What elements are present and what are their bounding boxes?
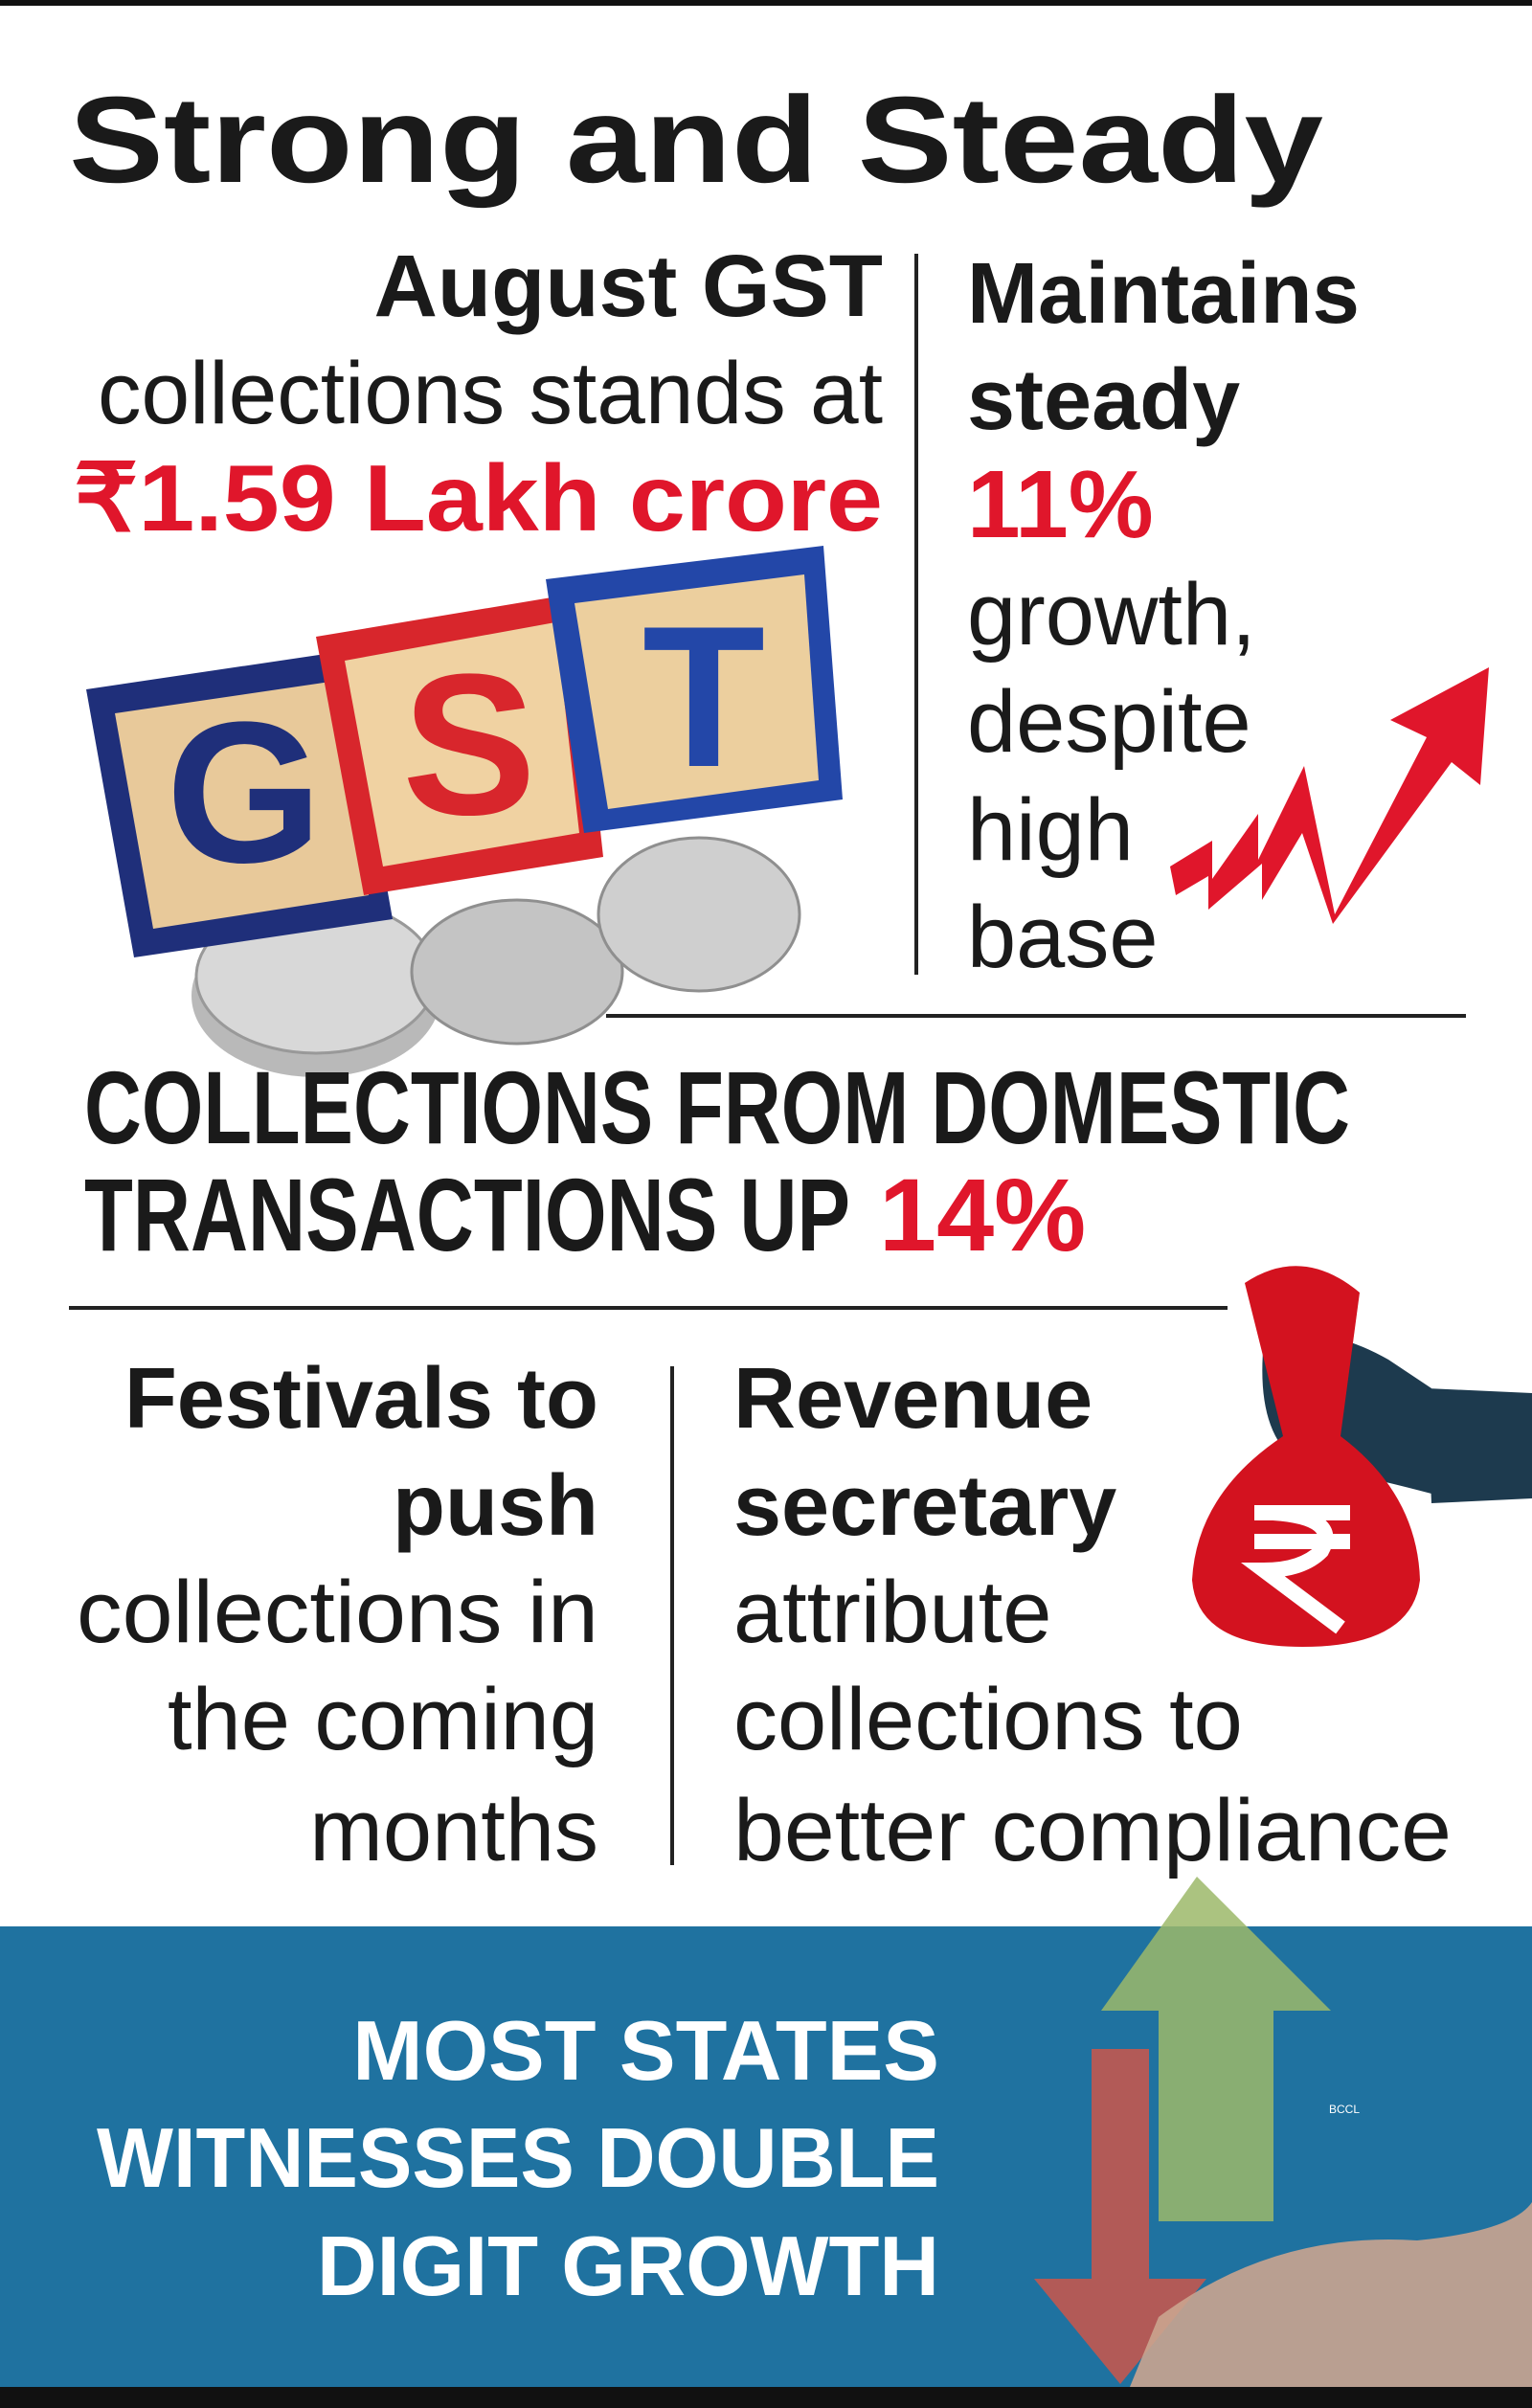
growth-line: despite — [967, 673, 1251, 771]
growth-rate: 11% — [967, 451, 1154, 558]
cube-face — [345, 622, 579, 866]
growth-line: Maintains — [967, 246, 1360, 342]
domestic-line: COLLECTIONS FROM DOMESTIC — [84, 1049, 1350, 1165]
revenue-line: attribute — [733, 1564, 1051, 1661]
cube-face — [115, 682, 369, 929]
banner-line: MOST STATES — [352, 2003, 939, 2098]
cube-letter: S — [402, 632, 536, 857]
growth-arrow — [1170, 667, 1489, 924]
festivals-line: months — [309, 1782, 598, 1879]
arm — [1427, 1388, 1532, 1503]
coin — [597, 836, 801, 993]
growth-line: growth, — [967, 566, 1256, 664]
festivals-line: collections in — [77, 1564, 598, 1661]
headline-line: August GST — [373, 237, 883, 335]
up-arrow — [1101, 1877, 1331, 2221]
domestic-rate: 14% — [879, 1157, 1086, 1272]
headline-amount: ₹1.59 Lakh crore — [74, 445, 883, 551]
revenue-line: collections to — [733, 1671, 1243, 1768]
growth-line: base — [967, 889, 1159, 986]
title: Strong and Steady — [69, 72, 1323, 209]
credit: BCCL — [1329, 2103, 1360, 2116]
hand — [1130, 2202, 1532, 2387]
domestic-line: TRANSACTIONS UP — [84, 1157, 850, 1272]
bottom-rule — [0, 2387, 1532, 2408]
headline-line: collections stands at — [98, 345, 883, 442]
bag-top — [1245, 1266, 1360, 1436]
growth-line: high — [967, 781, 1134, 879]
festivals-line: push — [393, 1458, 598, 1554]
gst-illustration: G S T — [86, 546, 843, 1077]
banner-line: DIGIT GROWTH — [317, 2218, 939, 2313]
top-rule — [0, 0, 1532, 6]
coin — [410, 898, 624, 1046]
festivals-line: the coming — [168, 1671, 598, 1768]
revenue-line: Revenue — [733, 1351, 1093, 1447]
growth-line: steady — [967, 352, 1240, 448]
revenue-line: better compliance — [733, 1782, 1452, 1879]
cube-letter: G — [166, 680, 322, 905]
festivals-line: Festivals to — [124, 1351, 598, 1447]
banner-line: WITNESSES DOUBLE — [97, 2110, 939, 2205]
cube-face — [574, 574, 819, 809]
rupee-sign — [1241, 1505, 1350, 1634]
revenue-line: secretary — [733, 1458, 1116, 1554]
credit-box — [1317, 2099, 1372, 2118]
down-arrow — [1034, 2049, 1206, 2384]
cube-letter: T — [642, 584, 765, 809]
money-bag-illustration — [1192, 1266, 1532, 1647]
